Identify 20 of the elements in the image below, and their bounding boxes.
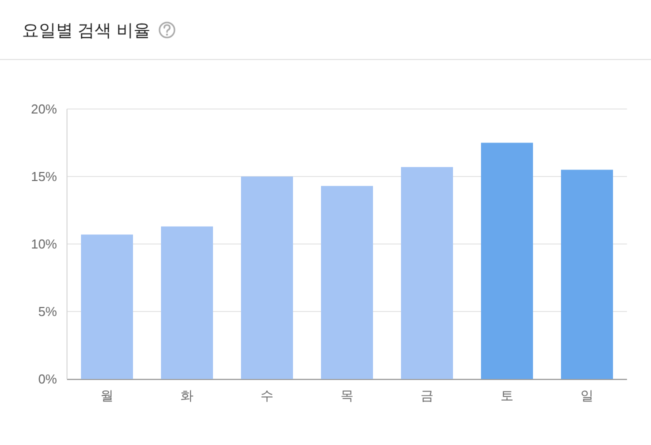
bar bbox=[401, 167, 453, 379]
chart-title: 요일별 검색 비율 bbox=[22, 21, 150, 40]
y-tick-label: 0% bbox=[38, 372, 58, 386]
y-tick-label: 20% bbox=[30, 102, 58, 116]
bar bbox=[81, 234, 133, 379]
bar bbox=[481, 142, 533, 379]
x-tick-label: 수 bbox=[260, 388, 274, 403]
bar bbox=[321, 186, 373, 379]
x-tick-label: 화 bbox=[180, 388, 194, 403]
x-tick-label: 월 bbox=[100, 388, 114, 403]
x-tick-label: 목 bbox=[340, 388, 354, 403]
x-tick-label: 토 bbox=[500, 388, 514, 403]
x-tick-label: 일 bbox=[580, 388, 594, 403]
bar bbox=[161, 226, 213, 379]
y-tick-label: 5% bbox=[38, 304, 58, 319]
x-tick-label: 금 bbox=[420, 388, 434, 403]
bar bbox=[561, 170, 613, 379]
bar bbox=[241, 176, 293, 379]
y-tick-label: 15% bbox=[30, 169, 58, 184]
y-tick-label: 10% bbox=[30, 236, 58, 252]
